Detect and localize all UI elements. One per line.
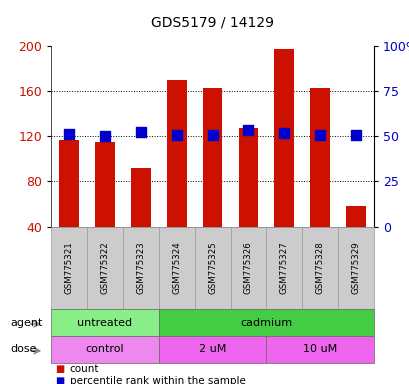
Bar [345, 206, 365, 227]
Text: untreated: untreated [77, 318, 132, 328]
Point [66, 131, 72, 137]
Text: cadmium: cadmium [240, 318, 292, 328]
Point [316, 132, 323, 138]
Text: GSM775329: GSM775329 [351, 242, 360, 294]
Text: GSM775327: GSM775327 [279, 242, 288, 294]
Bar [202, 88, 222, 227]
Text: GSM775323: GSM775323 [136, 242, 145, 294]
Point [173, 132, 180, 138]
Text: GSM775326: GSM775326 [243, 242, 252, 294]
Text: GSM775322: GSM775322 [100, 242, 109, 294]
Text: GSM775321: GSM775321 [65, 242, 74, 294]
Bar [95, 142, 115, 227]
Text: percentile rank within the sample: percentile rank within the sample [70, 376, 245, 384]
Text: GSM775324: GSM775324 [172, 242, 181, 294]
Text: 2 uM: 2 uM [198, 344, 226, 354]
Text: ■: ■ [55, 376, 65, 384]
Text: ■: ■ [55, 364, 65, 374]
Point [209, 132, 216, 138]
Text: GSM775325: GSM775325 [208, 242, 216, 294]
Bar [238, 128, 258, 227]
Bar [59, 140, 79, 227]
Point [280, 130, 287, 136]
Text: dose: dose [10, 344, 37, 354]
Text: GDS5179 / 14129: GDS5179 / 14129 [151, 15, 273, 29]
Point [137, 129, 144, 135]
Text: GSM775328: GSM775328 [315, 242, 324, 294]
Point [352, 132, 358, 138]
Point [245, 126, 251, 132]
Point [101, 133, 108, 139]
Text: 10 uM: 10 uM [302, 344, 337, 354]
Bar [131, 168, 151, 227]
Bar [274, 50, 293, 227]
Text: agent: agent [10, 318, 43, 328]
Text: count: count [70, 364, 99, 374]
Text: control: control [85, 344, 124, 354]
Bar [310, 88, 329, 227]
Bar [166, 80, 186, 227]
